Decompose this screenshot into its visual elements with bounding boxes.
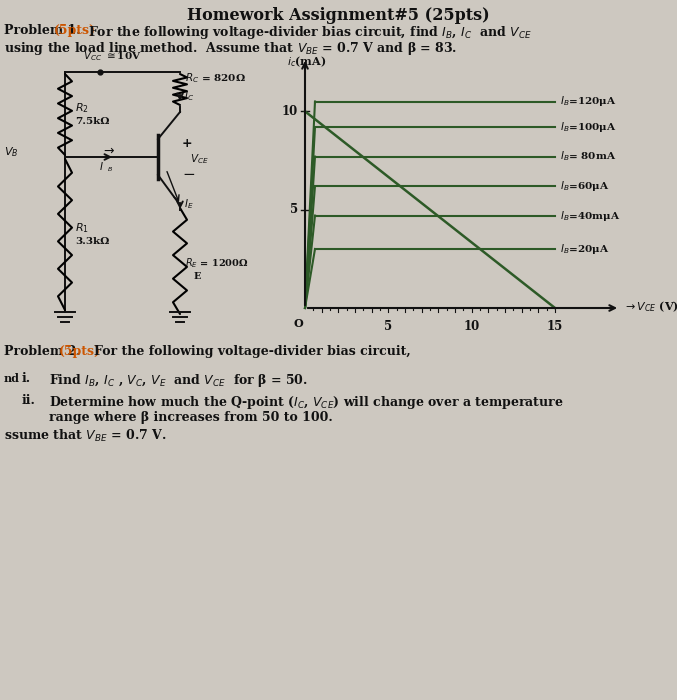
Text: $i_c$(mA): $i_c$(mA) [287, 54, 326, 69]
Text: ii.: ii. [22, 394, 36, 407]
Text: −: − [182, 167, 195, 182]
Text: Problem 2.: Problem 2. [4, 345, 85, 358]
Text: ssume that $V_{BE}$ = 0.7 V.: ssume that $V_{BE}$ = 0.7 V. [4, 428, 167, 444]
Text: using the load line method.  Assume that $V_{BE}$ = 0.7 V and β = 83.: using the load line method. Assume that … [4, 40, 458, 57]
Text: Find $I_B$, $I_C$ , $V_C$, $V_E$  and $V_{CE}$  for β = 50.: Find $I_B$, $I_C$ , $V_C$, $V_E$ and $V_… [49, 372, 308, 389]
Text: 5: 5 [385, 320, 393, 333]
Text: E: E [194, 272, 202, 281]
Text: $I_B$=100μA: $I_B$=100μA [560, 120, 617, 134]
Text: range where β increases from 50 to 100.: range where β increases from 50 to 100. [49, 411, 333, 424]
Text: $I_B$=20μA: $I_B$=20μA [560, 242, 609, 256]
Text: Homework Assignment#5 (25pts): Homework Assignment#5 (25pts) [187, 7, 489, 24]
Text: $R_2$: $R_2$ [75, 102, 89, 116]
Text: $I_B$= 80mA: $I_B$= 80mA [560, 150, 616, 164]
Text: (5pts): (5pts) [54, 24, 96, 37]
Text: $_B$: $_B$ [107, 164, 113, 174]
Text: $V_{CC}$ $\cong$10V: $V_{CC}$ $\cong$10V [83, 49, 141, 63]
Text: $I_C$: $I_C$ [184, 89, 194, 103]
Text: $V_B$: $V_B$ [4, 145, 18, 159]
Text: +: + [182, 137, 193, 150]
Text: Determine how much the Q-point ($I_C$, $V_{CE}$) will change over a temperature: Determine how much the Q-point ($I_C$, $… [49, 394, 564, 411]
Text: 10: 10 [464, 320, 480, 333]
Text: $\rightarrow V_{CE}$ (V): $\rightarrow V_{CE}$ (V) [623, 300, 677, 314]
Text: (5pts): (5pts) [59, 345, 101, 358]
Text: $R_1$: $R_1$ [75, 221, 89, 235]
Text: $R_C$ = 820Ω: $R_C$ = 820Ω [185, 71, 246, 85]
Text: 10: 10 [282, 105, 298, 118]
Text: →: → [103, 145, 114, 158]
Text: For the following voltage-divider bias circuit, find $I_B$, $I_C$  and $V_{CE}$: For the following voltage-divider bias c… [88, 24, 532, 41]
Text: $I_B$=120μA: $I_B$=120μA [560, 94, 617, 108]
Text: $I_B$=40mμA: $I_B$=40mμA [560, 209, 620, 223]
Text: 3.3kΩ: 3.3kΩ [75, 237, 110, 246]
Text: $I$: $I$ [99, 160, 104, 172]
Text: $R_E$ = 1200Ω: $R_E$ = 1200Ω [185, 256, 248, 270]
Text: 5: 5 [290, 203, 298, 216]
Text: nd: nd [4, 373, 20, 384]
Text: 15: 15 [547, 320, 563, 333]
Text: Problem 1.: Problem 1. [4, 24, 85, 37]
Text: 7.5kΩ: 7.5kΩ [75, 118, 110, 127]
Text: i.: i. [22, 372, 31, 385]
Text: $V_{CE}$: $V_{CE}$ [190, 152, 209, 166]
Text: $I_B$=60μA: $I_B$=60μA [560, 179, 609, 193]
Text: $I_E$: $I_E$ [184, 197, 194, 211]
Text: For the following voltage-divider bias circuit,: For the following voltage-divider bias c… [94, 345, 411, 358]
Text: O: O [293, 318, 303, 329]
